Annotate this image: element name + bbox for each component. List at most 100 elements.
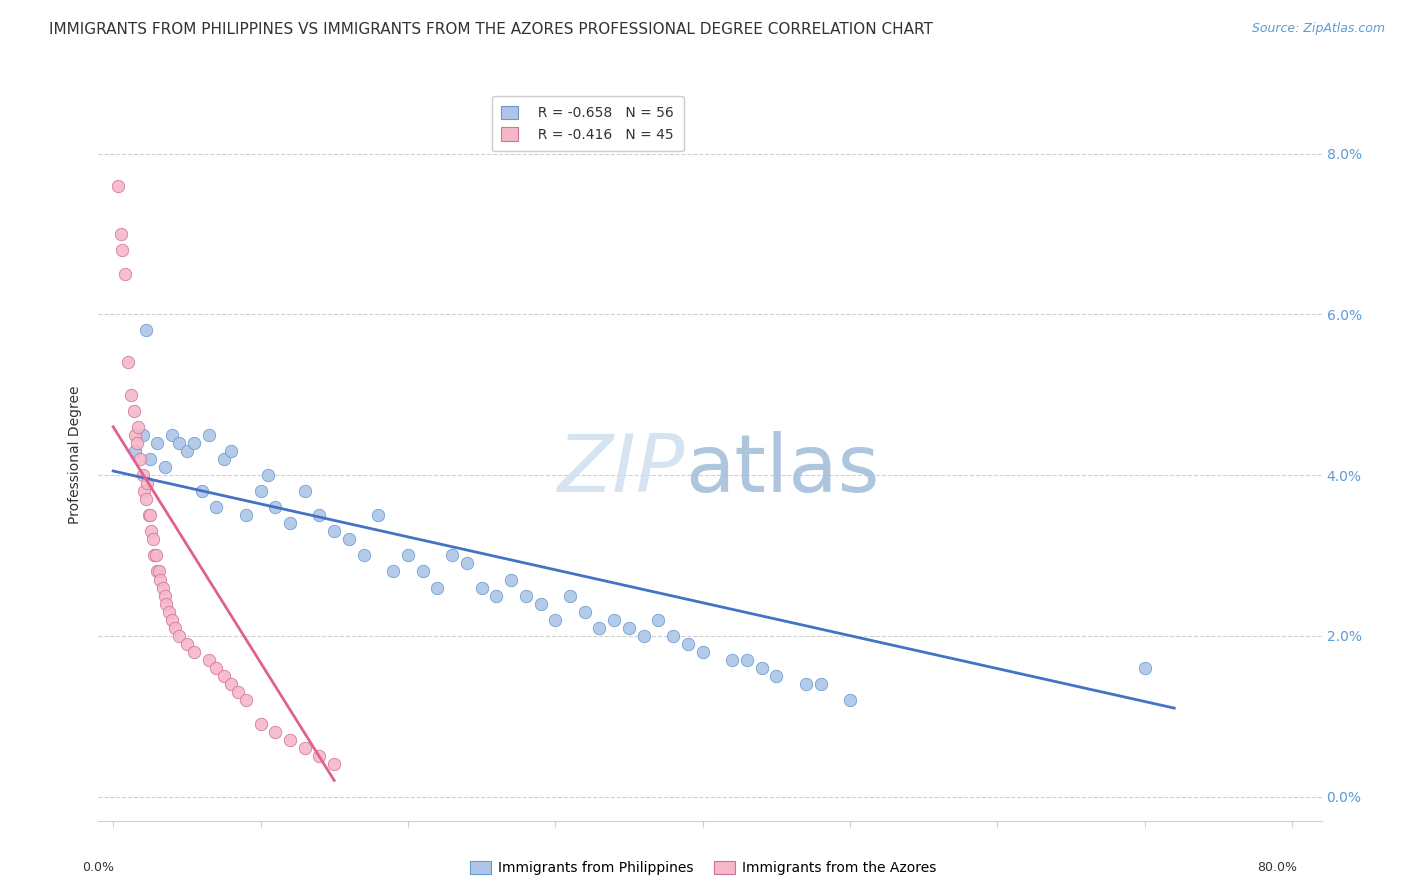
Point [633,629,655,643]
Text: IMMIGRANTS FROM PHILIPPINES VS IMMIGRANTS FROM THE AZORES PROFESSIONAL DEGREE CO: IMMIGRANTS FROM PHILIPPINES VS IMMIGRANT… [49,22,934,37]
Point [515,589,537,603]
Point [558,589,581,603]
Point [146,435,169,450]
Point [128,452,150,467]
Point [124,427,146,442]
Point [139,452,162,467]
Point [485,589,508,603]
Point [153,460,176,475]
Point [114,267,136,281]
Point [120,387,142,401]
Point [148,565,170,579]
Point [574,605,596,619]
Point [169,629,191,643]
Point [205,661,228,675]
Point [603,613,626,627]
Point [249,484,271,499]
Point [692,645,714,659]
Point [367,508,389,523]
Point [499,573,522,587]
Point [278,733,301,747]
Point [228,685,250,699]
Point [183,435,205,450]
Point [588,621,610,635]
Point [426,581,449,595]
Point [111,243,134,257]
Point [176,637,198,651]
Point [198,653,221,667]
Point [155,597,177,611]
Point [107,178,129,193]
Point [264,500,287,515]
Point [396,549,419,563]
Point [441,549,464,563]
Point [471,581,494,595]
Point [132,484,155,499]
Y-axis label: Professional Degree: Professional Degree [69,385,83,524]
Point [117,355,139,369]
Point [257,468,280,483]
Point [149,573,172,587]
Point [183,645,205,659]
Legend: Immigrants from Philippines, Immigrants from the Azores: Immigrants from Philippines, Immigrants … [464,855,942,880]
Point [278,516,301,531]
Text: ZIP: ZIP [558,431,686,508]
Point [662,629,685,643]
Point [190,484,212,499]
Point [676,637,699,651]
Point [138,508,160,523]
Point [152,581,174,595]
Point [337,533,360,547]
Text: 0.0%: 0.0% [83,861,114,874]
Point [765,669,787,683]
Point [212,669,235,683]
Point [146,565,169,579]
Point [1133,661,1156,675]
Point [544,613,567,627]
Point [617,621,640,635]
Point [135,323,157,337]
Point [141,524,163,539]
Point [124,443,146,458]
Point [323,524,346,539]
Text: Source: ZipAtlas.com: Source: ZipAtlas.com [1251,22,1385,36]
Point [165,621,187,635]
Point [219,677,242,691]
Point [142,533,165,547]
Point [131,468,153,483]
Point [456,557,478,571]
Point [839,693,862,707]
Point [160,613,183,627]
Point [143,549,166,563]
Point [131,427,153,442]
Point [294,741,316,756]
Point [212,452,235,467]
Point [264,725,287,739]
Point [382,565,405,579]
Point [735,653,758,667]
Legend:   R = -0.658   N = 56,   R = -0.416   N = 45: R = -0.658 N = 56, R = -0.416 N = 45 [492,96,683,152]
Point [412,565,434,579]
Point [205,500,228,515]
Point [198,427,221,442]
Point [235,508,257,523]
Point [139,508,162,523]
Point [323,757,346,772]
Point [721,653,744,667]
Point [235,693,257,707]
Point [145,549,167,563]
Point [219,443,242,458]
Point [127,419,149,434]
Point [294,484,316,499]
Point [751,661,773,675]
Point [810,677,832,691]
Point [110,227,132,241]
Text: atlas: atlas [686,431,880,508]
Point [125,435,148,450]
Point [160,427,183,442]
Point [794,677,817,691]
Point [157,605,180,619]
Point [308,508,330,523]
Point [353,549,375,563]
Text: 80.0%: 80.0% [1257,861,1298,874]
